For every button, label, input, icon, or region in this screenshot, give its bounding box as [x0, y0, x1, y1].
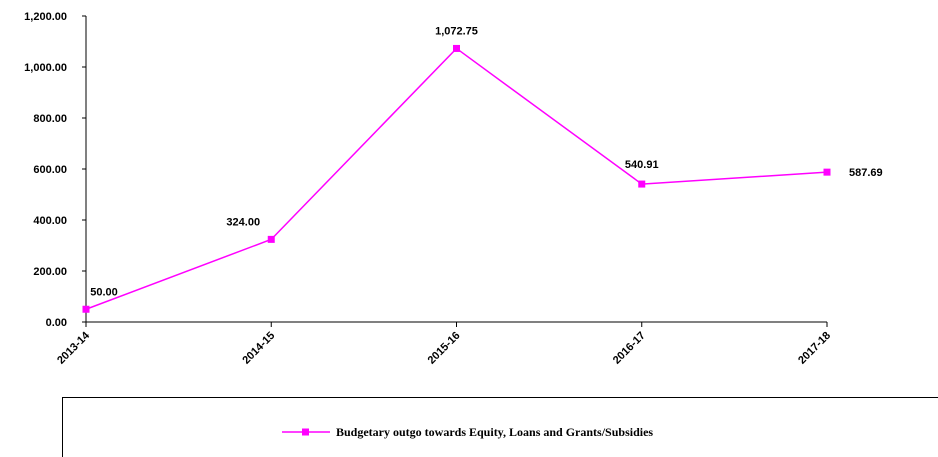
y-tick-label: 600.00 — [33, 164, 67, 176]
x-tick-label: 2016-17 — [611, 330, 648, 367]
x-tick-label: 2015-16 — [426, 330, 463, 367]
data-point — [638, 180, 646, 188]
legend-series-marker — [282, 428, 330, 436]
y-tick-label: 0.00 — [46, 317, 67, 329]
data-point — [453, 44, 460, 52]
data-label: 50.00 — [90, 286, 118, 298]
data-label: 540.91 — [625, 159, 659, 171]
y-tick-label: 800.00 — [33, 113, 67, 125]
series-line — [85, 47, 828, 310]
data-labels-group: 50.00 324.00 1,072.75 540.91 587.69 — [90, 25, 882, 298]
y-tick-label: 400.00 — [33, 215, 67, 227]
y-tick-label: 1,200.00 — [24, 11, 67, 23]
y-axis-ticks: 0.00 200.00 400.00 600.00 800.00 1,000.00 1,20… — [24, 11, 86, 329]
x-axis-ticks: 2013-14 2014-15 2015-16 2016-17 2017-18 — [55, 322, 833, 367]
x-tick-label: 2014-15 — [240, 330, 277, 367]
x-tick-label: 2017-18 — [796, 330, 833, 367]
data-point — [82, 305, 90, 313]
legend-series-label: Budgetary outgo towards Equity, Loans an… — [336, 424, 654, 439]
series-group — [82, 44, 831, 313]
data-label: 587.69 — [849, 167, 883, 179]
data-label: 324.00 — [226, 216, 260, 228]
x-tick-label: 2013-14 — [55, 329, 93, 367]
y-tick-label: 200.00 — [33, 266, 67, 278]
chart-axes — [85, 16, 827, 323]
legend-item: Budgetary outgo towards Equity, Loans an… — [282, 425, 653, 439]
y-tick-label: 1,000.00 — [24, 62, 67, 74]
data-label: 1,072.75 — [435, 25, 478, 37]
data-point — [267, 235, 275, 243]
legend-box — [62, 397, 938, 457]
data-point — [823, 168, 831, 176]
